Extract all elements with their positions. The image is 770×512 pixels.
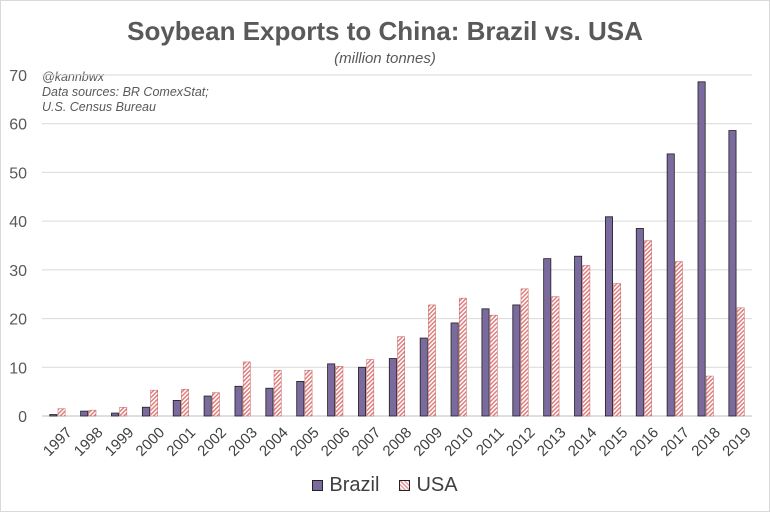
chart-title: Soybean Exports to China: Brazil vs. USA <box>127 16 643 46</box>
bar-usa-2008 <box>397 336 405 417</box>
bar-usa-2017 <box>675 261 683 417</box>
bar-usa-2012 <box>520 288 529 417</box>
x-tick-label: 2001 <box>163 424 199 460</box>
x-tick-label: 2014 <box>565 424 601 460</box>
x-tick-label: 2011 <box>473 424 508 459</box>
bar-brazil-2013 <box>543 258 552 417</box>
y-tick-label: 0 <box>18 409 27 426</box>
bar-brazil-2010 <box>450 322 459 417</box>
chart-subtitle: (million tonnes) <box>334 50 436 67</box>
bar-usa-2001 <box>181 388 189 417</box>
bar-brazil-2001 <box>172 400 181 417</box>
x-tick-label: 2005 <box>287 424 323 460</box>
bar-brazil-1997 <box>49 414 58 417</box>
bar-usa-2000 <box>150 389 158 417</box>
x-tick-label: 2000 <box>133 424 169 460</box>
bar-brazil-1998 <box>80 410 89 417</box>
legend-item-usa: USA <box>399 474 458 497</box>
legend-label-usa: USA <box>416 474 458 496</box>
y-tick-label: 40 <box>9 214 27 231</box>
x-tick-label: 2007 <box>349 424 385 460</box>
bar-brazil-1999 <box>111 412 120 417</box>
y-tick-label: 20 <box>9 312 27 329</box>
bar-usa-2007 <box>366 359 375 417</box>
bar-brazil-2006 <box>327 363 336 417</box>
bar-brazil-2011 <box>481 308 490 417</box>
y-tick-label: 50 <box>9 165 27 182</box>
bar-usa-2015 <box>613 283 622 417</box>
bar-brazil-2004 <box>265 387 274 417</box>
x-tick-label: 1997 <box>40 424 76 460</box>
bar-brazil-2014 <box>574 255 583 417</box>
x-tick-label: 2013 <box>534 424 570 460</box>
note-source-2: U.S. Census Bureau <box>42 100 156 114</box>
x-tick-label: 2009 <box>410 424 446 460</box>
x-tick-label: 2006 <box>318 424 354 460</box>
x-tick-label: 1998 <box>71 424 107 460</box>
bar-usa-2014 <box>582 265 591 417</box>
bar-usa-2002 <box>212 392 220 417</box>
bar-usa-2018 <box>705 375 714 417</box>
bar-brazil-2015 <box>604 216 613 417</box>
y-tick-label: 70 <box>9 68 27 85</box>
bar-usa-2013 <box>551 296 560 417</box>
legend-item-brazil: Brazil <box>312 474 379 497</box>
bar-usa-2006 <box>335 366 344 417</box>
x-tick-label: 2002 <box>194 424 230 460</box>
x-tick-label: 2012 <box>503 424 539 460</box>
bar-usa-2004 <box>273 369 282 417</box>
bar-usa-1998 <box>88 409 97 417</box>
x-tick-label: 2016 <box>627 424 663 460</box>
x-tick-label: 2018 <box>688 424 724 460</box>
x-tick-label: 2017 <box>657 424 693 460</box>
x-tick-label: 2010 <box>441 424 477 460</box>
y-tick-label: 60 <box>9 117 27 134</box>
x-tick-label: 2015 <box>596 424 632 460</box>
bar-brazil-2008 <box>388 358 397 417</box>
note-source-1: Data sources: BR ComexStat; <box>42 85 209 99</box>
bar-brazil-2017 <box>666 153 675 417</box>
legend: Brazil USA <box>0 474 770 497</box>
x-tick-label: 1999 <box>102 424 138 460</box>
y-tick-label: 10 <box>9 360 27 377</box>
note-handle: @kannbwx <box>42 70 105 84</box>
y-tick-label: 30 <box>9 263 27 280</box>
bar-brazil-2005 <box>296 381 305 417</box>
bar-usa-1997 <box>57 408 66 417</box>
bar-usa-2005 <box>304 369 313 417</box>
bar-brazil-2000 <box>141 406 150 417</box>
bar-brazil-2007 <box>358 366 367 417</box>
x-tick-label: 2003 <box>225 424 261 460</box>
legend-label-brazil: Brazil <box>329 474 380 496</box>
bar-usa-2011 <box>489 314 498 417</box>
bar-brazil-2009 <box>419 337 428 417</box>
bar-brazil-2012 <box>512 304 521 417</box>
bar-brazil-2019 <box>728 130 737 417</box>
bar-brazil-2018 <box>697 81 706 417</box>
legend-swatch-usa <box>399 480 411 491</box>
bar-brazil-2002 <box>203 395 212 417</box>
bar-usa-2019 <box>736 307 745 417</box>
bar-brazil-2016 <box>635 228 644 417</box>
bar-usa-2009 <box>428 304 436 417</box>
x-tick-label: 2008 <box>380 424 416 460</box>
bar-usa-2016 <box>644 240 652 417</box>
legend-swatch-brazil <box>312 480 324 491</box>
bar-brazil-2003 <box>234 385 243 417</box>
x-tick-label: 2004 <box>256 424 292 460</box>
x-tick-label: 2019 <box>719 424 755 460</box>
bar-usa-1999 <box>119 406 128 417</box>
bar-usa-2003 <box>242 361 251 417</box>
bar-usa-2010 <box>458 297 467 417</box>
